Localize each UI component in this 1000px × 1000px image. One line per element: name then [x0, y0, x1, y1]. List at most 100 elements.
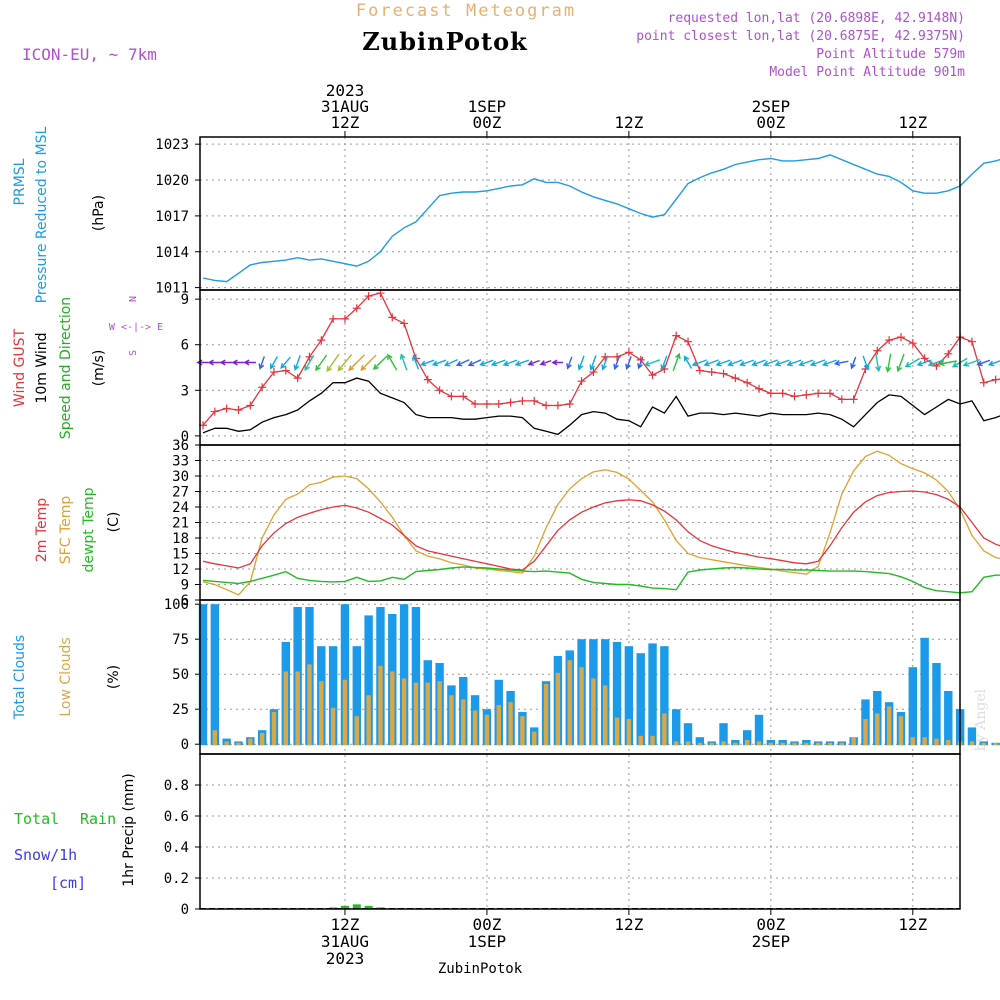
low-cloud-bar [744, 740, 750, 746]
wind-direction-arrow [938, 360, 957, 367]
gust-marker [743, 378, 752, 387]
top-time-label: 2SEP [752, 97, 791, 116]
total-cloud-bar [944, 691, 953, 746]
gust-marker [400, 319, 409, 328]
low-cloud-bar [472, 710, 478, 746]
top-time-label: 12Z [898, 113, 927, 132]
wind-direction-arrow [727, 359, 743, 367]
wind-legend-gust: Wind GUST [12, 328, 28, 407]
low-cloud-bar [425, 682, 430, 746]
total-cloud-bar [660, 646, 669, 746]
low-cloud-bar [910, 737, 915, 746]
wind-direction-arrow [833, 359, 849, 366]
sfc-temp-line [202, 450, 1000, 596]
gust-marker [423, 375, 432, 384]
low-cloud-bar [662, 713, 667, 746]
cloud-unit: (%) [106, 665, 122, 689]
wind-legend-10m: 10m Wind [34, 332, 50, 403]
total-cloud-bar [754, 714, 764, 746]
total-cloud-bar [967, 727, 977, 746]
low-cloud-bar [390, 671, 395, 746]
wind-direction-arrow [786, 359, 802, 367]
low-cloud-bar [461, 699, 466, 746]
bottom-time-label: 12Z [331, 915, 360, 934]
wind-direction-arrow [479, 359, 494, 367]
low-cloud-bar [212, 730, 218, 746]
total-cloud-bar [636, 653, 645, 746]
gust-marker [802, 390, 811, 399]
pressure-line [202, 154, 1000, 283]
gust-marker [246, 401, 255, 410]
y-tick-label: 75 [172, 632, 189, 648]
pressure-legend-prmsl: PRMSL [12, 158, 28, 205]
y-tick-label: 6 [181, 593, 189, 609]
low-cloud-bar [650, 735, 655, 746]
wind-legend-direction: Speed and Direction [58, 297, 74, 439]
total-cloud-bar [399, 604, 409, 746]
gust-marker [896, 333, 905, 342]
gust-marker [707, 368, 716, 377]
low-cloud-bar [248, 738, 253, 746]
low-cloud-bar [792, 742, 797, 746]
wind-direction-arrow [739, 359, 755, 367]
total-cloud-bar [766, 740, 776, 746]
rain-bar [329, 907, 338, 909]
low-cloud-bar [614, 717, 620, 746]
total-cloud-bar [411, 607, 421, 746]
gust-marker [731, 374, 740, 383]
top-time-label: 2023 [326, 81, 365, 100]
gust-marker [991, 375, 1000, 384]
wind-direction-arrow [660, 355, 668, 371]
y-tick-label: 0.2 [164, 871, 189, 887]
wind-direction-arrow [315, 354, 328, 372]
wind-direction-arrow [231, 359, 244, 366]
low-cloud-bar [733, 742, 738, 746]
total-cloud-bar [648, 643, 657, 746]
low-cloud-bar [307, 664, 312, 746]
wind-direction-arrow [809, 359, 826, 367]
time-axis-labels: 202331AUG12Z1SEP00Z12Z2SEP00Z12Z3SEP00Z1… [321, 81, 928, 968]
gust-marker [755, 384, 764, 393]
low-cloud-bar [721, 741, 726, 746]
title-overlay: Forecast Meteogram [356, 1, 576, 21]
y-tick-label: 33 [172, 454, 189, 470]
gust-marker [542, 401, 551, 410]
bottom-time-label: 31AUG [321, 932, 369, 951]
low-cloud-bar [768, 742, 774, 746]
wind-direction-arrow [387, 353, 398, 371]
total-cloud-bar [340, 604, 350, 746]
low-cloud-bar [342, 679, 348, 746]
total-cloud-bar [932, 663, 941, 746]
low-cloud-bar [709, 742, 714, 746]
wind-direction-arrow [258, 356, 265, 370]
wind-direction-arrow [360, 354, 377, 371]
low-cloud-bar [603, 685, 608, 746]
low-cloud-bar [591, 678, 596, 746]
pressure-unit: (hPa) [91, 195, 107, 231]
gust-marker [648, 371, 657, 380]
bottom-time-label: 2023 [326, 949, 365, 968]
gust-marker [790, 392, 799, 401]
low-cloud-bar [674, 741, 679, 746]
low-cloud-bar [378, 665, 383, 746]
low-cloud-bar [626, 719, 632, 746]
y-tick-label: 9 [181, 578, 189, 594]
y-tick-label: 1014 [155, 245, 189, 261]
precip-legend-snow: Snow/1h [14, 846, 77, 864]
wind-direction-arrow [875, 354, 882, 373]
gust-marker [340, 314, 349, 323]
wind-direction-arrow [372, 355, 388, 371]
wind-direction-arrow [715, 359, 731, 367]
wind-direction-arrow [514, 359, 530, 367]
low-cloud-bar [508, 702, 513, 746]
wind-direction-arrow [243, 359, 256, 366]
low-cloud-bar [579, 667, 584, 746]
low-cloud-bar [449, 695, 454, 746]
wind-direction-arrow [625, 356, 632, 370]
gust-marker [778, 389, 787, 398]
dewpt-line [202, 566, 1000, 594]
wind-direction-arrow [337, 354, 353, 372]
low-cloud-bar [898, 716, 904, 746]
wind-direction-arrow [577, 355, 585, 371]
